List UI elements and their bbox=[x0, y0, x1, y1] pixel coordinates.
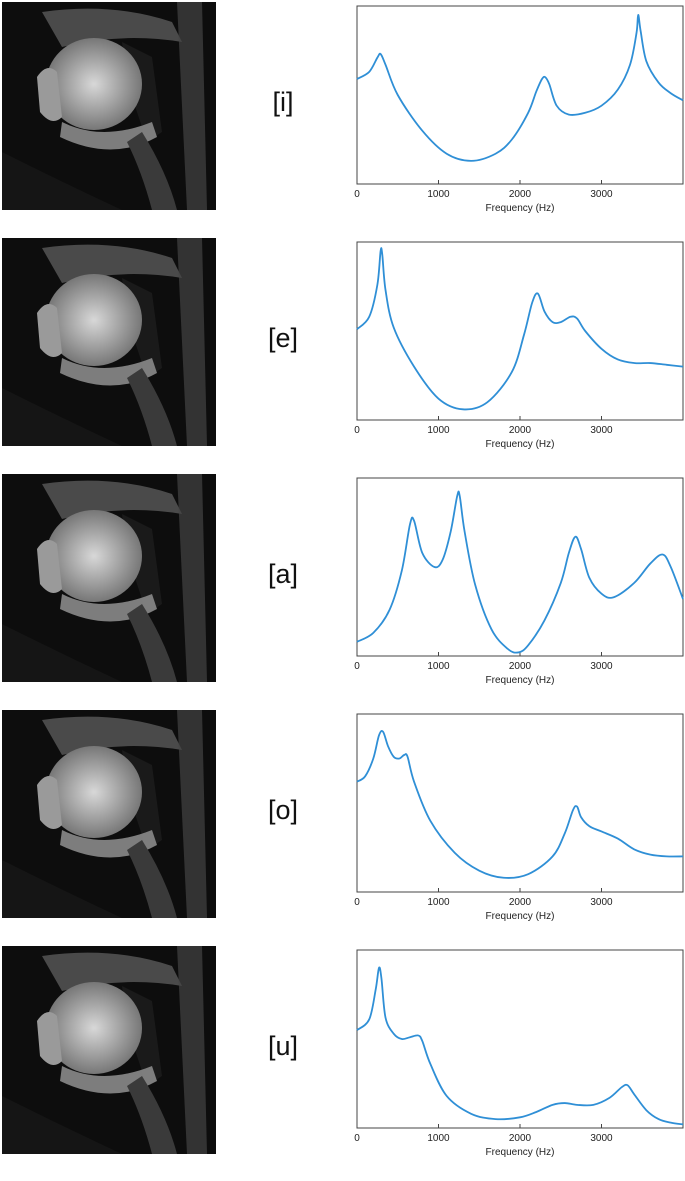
frequency-spectrum-plot: 0 1000 2000 3000 Frequency (Hz) bbox=[340, 236, 685, 472]
spectrum-line bbox=[356, 966, 684, 1126]
x-axis-label: Frequency (Hz) bbox=[486, 439, 555, 450]
vowel-label: [i] bbox=[272, 87, 294, 117]
spectrum-chart: 0 1000 2000 3000 Frequency (Hz) bbox=[354, 241, 684, 450]
x-tick-label: 2000 bbox=[509, 425, 532, 436]
spectrum-chart: 0 1000 2000 3000 Frequency (Hz) bbox=[354, 713, 684, 922]
x-tick-label: 0 bbox=[354, 1133, 360, 1144]
x-tick-label: 1000 bbox=[427, 425, 450, 436]
x-tick-label: 0 bbox=[354, 425, 360, 436]
x-axis-label: Frequency (Hz) bbox=[486, 1147, 555, 1158]
mri-scan-graphic bbox=[2, 2, 216, 210]
spectrum-line bbox=[356, 490, 684, 654]
x-axis-label: Frequency (Hz) bbox=[486, 675, 555, 686]
spectrum-line bbox=[356, 13, 684, 162]
vowel-panel-row: [i] 0 1000 2000 3000 Frequency (Hz) bbox=[0, 0, 685, 236]
x-tick-label: 1000 bbox=[427, 661, 450, 672]
plot-frame bbox=[356, 5, 684, 185]
mri-image bbox=[2, 946, 216, 1154]
x-tick-label: 2000 bbox=[509, 189, 532, 200]
x-tick-label: 0 bbox=[354, 897, 360, 908]
x-axis-label: Frequency (Hz) bbox=[486, 203, 555, 214]
vowel-label: [a] bbox=[267, 559, 299, 589]
x-tick-label: 3000 bbox=[590, 425, 613, 436]
x-tick-label: 2000 bbox=[509, 897, 532, 908]
x-tick-label: 2000 bbox=[509, 661, 532, 672]
x-tick-label: 3000 bbox=[590, 661, 613, 672]
vowel-panel-row: [u] 0 1000 2000 3000 Frequency (Hz) bbox=[0, 944, 685, 1180]
vowel-panel-row: [e] 0 1000 2000 3000 Frequency (Hz) bbox=[0, 236, 685, 472]
spectrum-line bbox=[356, 247, 684, 411]
vowel-panel-row: [a] 0 1000 2000 3000 Frequency (Hz) bbox=[0, 472, 685, 708]
plot-frame bbox=[356, 241, 684, 421]
mri-image bbox=[2, 2, 216, 210]
mri-scan-graphic bbox=[2, 238, 216, 446]
x-tick-label: 0 bbox=[354, 661, 360, 672]
frequency-spectrum-plot: 0 1000 2000 3000 Frequency (Hz) bbox=[340, 472, 685, 708]
vowel-label: [o] bbox=[267, 795, 299, 825]
spectrum-chart: 0 1000 2000 3000 Frequency (Hz) bbox=[354, 949, 684, 1158]
mri-image bbox=[2, 238, 216, 446]
frequency-spectrum-plot: 0 1000 2000 3000 Frequency (Hz) bbox=[340, 708, 685, 944]
x-tick-label: 1000 bbox=[427, 897, 450, 908]
frequency-spectrum-plot: 0 1000 2000 3000 Frequency (Hz) bbox=[340, 0, 685, 236]
mri-scan-graphic bbox=[2, 946, 216, 1154]
x-tick-label: 1000 bbox=[427, 189, 450, 200]
spectrum-chart: 0 1000 2000 3000 Frequency (Hz) bbox=[354, 477, 684, 686]
mri-scan-graphic bbox=[2, 710, 216, 918]
x-tick-label: 3000 bbox=[590, 189, 613, 200]
x-tick-label: 1000 bbox=[427, 1133, 450, 1144]
plot-frame bbox=[356, 713, 684, 893]
frequency-spectrum-plot: 0 1000 2000 3000 Frequency (Hz) bbox=[340, 944, 685, 1180]
x-tick-label: 3000 bbox=[590, 897, 613, 908]
spectrum-line bbox=[356, 730, 684, 879]
x-tick-label: 0 bbox=[354, 189, 360, 200]
plot-frame bbox=[356, 477, 684, 657]
spectrum-chart: 0 1000 2000 3000 Frequency (Hz) bbox=[354, 5, 684, 214]
x-tick-label: 2000 bbox=[509, 1133, 532, 1144]
mri-scan-graphic bbox=[2, 474, 216, 682]
x-axis-label: Frequency (Hz) bbox=[486, 911, 555, 922]
mri-image bbox=[2, 474, 216, 682]
x-tick-label: 3000 bbox=[590, 1133, 613, 1144]
vowel-label: [e] bbox=[267, 323, 299, 353]
vowel-panel-row: [o] 0 1000 2000 3000 Frequency (Hz) bbox=[0, 708, 685, 944]
vowel-label: [u] bbox=[267, 1031, 299, 1061]
mri-image bbox=[2, 710, 216, 918]
